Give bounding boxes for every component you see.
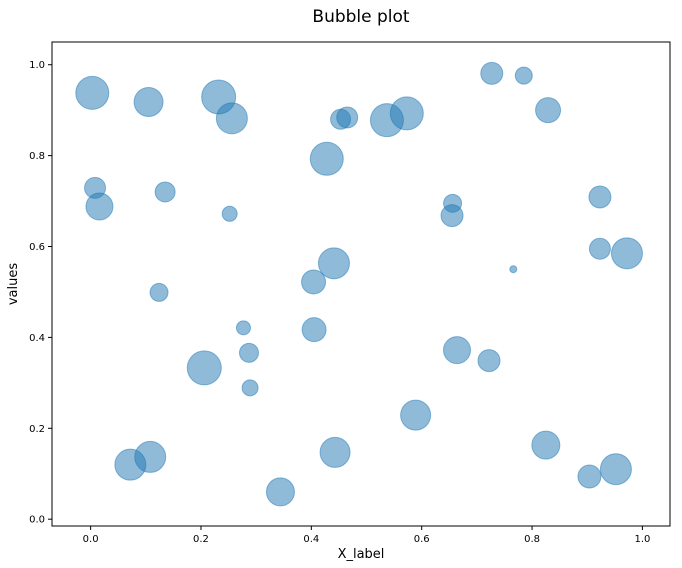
bubble-point <box>535 97 562 124</box>
bubble-point <box>319 436 351 468</box>
bubble-point <box>336 106 359 129</box>
bubble-point <box>389 96 424 131</box>
bubble-point <box>599 453 632 486</box>
bubble-point <box>440 204 464 228</box>
x-axis-label: X_label <box>338 547 385 562</box>
bubble-point <box>588 185 612 209</box>
points-layer <box>75 61 643 507</box>
y-tick-label: 0.0 <box>29 515 45 526</box>
bubble-point <box>221 205 238 222</box>
bubble-point <box>215 102 248 135</box>
y-tick-label: 1.0 <box>29 60 45 71</box>
bubble-point <box>610 237 643 270</box>
bubble-point <box>301 317 327 343</box>
bubble-point <box>149 282 169 302</box>
bubble-point <box>531 430 561 460</box>
y-tick-label: 0.6 <box>29 242 45 253</box>
bubble-point <box>477 349 501 373</box>
plot-frame <box>51 41 671 527</box>
bubble-point <box>85 192 114 221</box>
x-tick-label: 0.4 <box>303 534 319 545</box>
x-tick-label: 0.8 <box>524 534 540 545</box>
bubble-point <box>241 379 259 397</box>
bubble-point <box>588 237 611 260</box>
bubble-point <box>309 141 344 176</box>
bubble-point <box>509 265 518 274</box>
bubble-point <box>154 181 176 203</box>
bubble-point <box>480 61 504 85</box>
x-tick-label: 0.0 <box>83 534 99 545</box>
bubble-point <box>443 336 472 365</box>
bubble-point <box>133 86 164 117</box>
bubble-point <box>514 66 533 85</box>
bubble-point <box>186 350 222 386</box>
x-axis-ticks: 0.0 0.2 0.4 0.6 0.8 1.0 <box>83 526 650 545</box>
chart-title: Bubble plot <box>312 7 410 27</box>
y-axis-label: values <box>6 263 21 306</box>
bubble-point <box>400 399 432 431</box>
x-tick-label: 0.6 <box>414 534 430 545</box>
bubble-point <box>75 75 110 110</box>
bubble-point <box>317 247 350 280</box>
y-tick-label: 0.4 <box>29 333 45 344</box>
bubble-point <box>238 342 259 363</box>
y-axis-ticks: 0.0 0.2 0.4 0.6 0.8 1.0 <box>29 60 52 526</box>
bubble-point <box>235 320 251 336</box>
y-tick-label: 0.2 <box>29 424 45 435</box>
y-tick-label: 0.8 <box>29 151 45 162</box>
x-tick-label: 0.2 <box>193 534 209 545</box>
bubble-point <box>265 477 295 507</box>
bubble-point <box>577 464 602 489</box>
bubble-point <box>301 269 327 295</box>
bubble-point <box>114 448 147 481</box>
x-tick-label: 1.0 <box>634 534 650 545</box>
